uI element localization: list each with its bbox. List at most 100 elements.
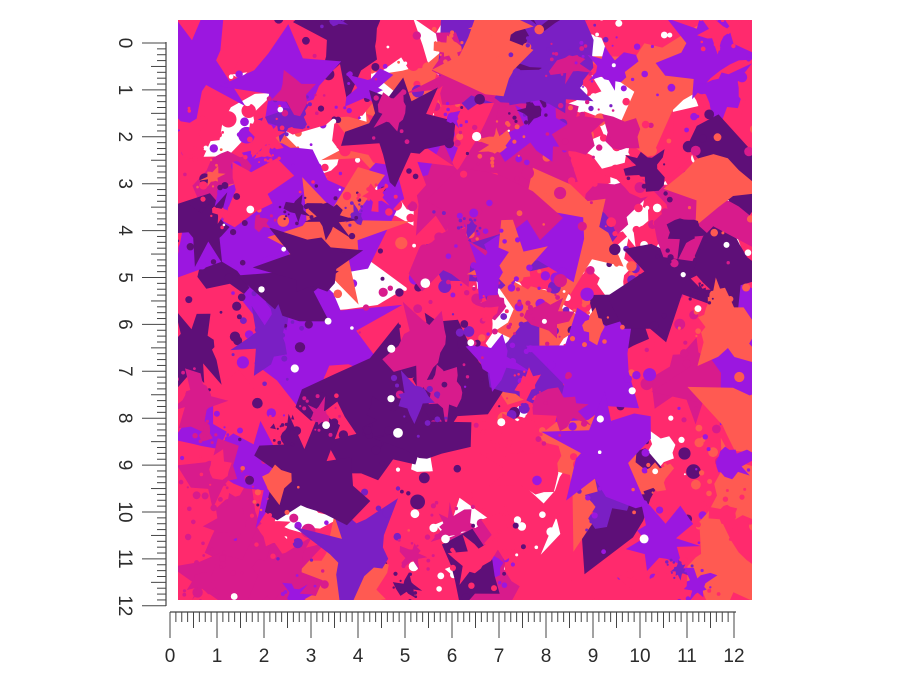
paint-droplet	[695, 424, 703, 432]
paint-droplet	[283, 590, 288, 594]
paint-droplet	[401, 563, 406, 569]
paint-droplet	[589, 0, 597, 8]
paint-droplet	[589, 519, 594, 524]
paint-droplet	[636, 474, 642, 480]
paint-droplet	[596, 144, 603, 151]
pattern-swatch	[102, 0, 757, 600]
paint-droplet	[734, 371, 745, 383]
paint-splat	[247, 535, 323, 600]
paint-droplet	[382, 63, 388, 69]
paint-droplet	[586, 266, 595, 275]
paint-droplet	[668, 415, 674, 421]
paint-droplet	[492, 538, 496, 542]
paint-droplet	[181, 370, 186, 375]
paint-droplet	[320, 24, 324, 29]
horizontal-ruler-label: 3	[306, 646, 317, 667]
white-fleck	[244, 99, 251, 107]
vertical-ruler-label: 2	[114, 132, 135, 143]
paint-droplet	[506, 324, 512, 330]
paint-droplet	[276, 557, 280, 561]
paint-droplet	[341, 20, 345, 22]
paint-droplet	[299, 405, 302, 408]
paint-droplet	[504, 309, 509, 314]
paint-droplet	[192, 491, 201, 500]
vertical-ruler-label: 11	[114, 549, 135, 569]
paint-droplet	[558, 102, 564, 109]
paint-droplet	[339, 144, 351, 157]
paint-droplet	[460, 106, 464, 109]
paint-droplet	[187, 109, 192, 113]
paint-splat	[283, 194, 311, 223]
paint-droplet	[412, 173, 419, 180]
paint-droplet	[667, 83, 676, 92]
paint-droplet	[569, 336, 576, 342]
paint-droplet	[490, 156, 495, 161]
paint-droplet	[690, 112, 698, 121]
white-fleck	[387, 395, 395, 403]
paint-droplet	[276, 427, 279, 430]
paint-splat	[683, 567, 718, 600]
paint-droplet	[465, 13, 472, 20]
paint-droplet	[408, 599, 412, 600]
paint-droplet	[187, 506, 192, 512]
paint-droplet	[346, 107, 352, 114]
paint-droplet	[519, 312, 524, 317]
paint-splat	[282, 582, 313, 600]
paint-droplet	[292, 538, 303, 549]
paint-droplet	[375, 505, 382, 512]
paint-droplet	[641, 467, 648, 474]
paint-splat	[514, 367, 541, 401]
paint-droplet	[309, 143, 313, 147]
paint-droplet	[700, 284, 704, 287]
white-fleck	[246, 205, 255, 214]
paint-splat	[663, 154, 752, 227]
paint-droplet	[178, 479, 184, 485]
paint-droplet	[284, 215, 288, 218]
paint-droplet	[122, 79, 126, 83]
paint-droplet	[539, 511, 546, 518]
paint-splat	[398, 370, 435, 424]
paint-droplet	[102, 483, 111, 492]
paint-droplet	[753, 475, 757, 479]
paint-droplet	[334, 406, 337, 410]
paint-droplet	[641, 448, 650, 457]
paint-droplet	[360, 0, 373, 13]
paint-droplet	[460, 41, 464, 45]
paint-splat	[525, 307, 639, 422]
paint-droplet	[182, 592, 187, 597]
paint-droplet	[593, 23, 597, 27]
paint-droplet	[534, 24, 544, 35]
paint-droplet	[424, 420, 431, 426]
paint-droplet	[471, 523, 475, 528]
paint-droplet	[266, 408, 276, 418]
paint-droplet	[542, 103, 547, 108]
paint-droplet	[431, 554, 435, 558]
paint-droplet	[523, 370, 526, 373]
paint-splat	[392, 572, 423, 598]
paint-droplet	[236, 356, 249, 369]
white-fleck	[639, 534, 649, 544]
paint-droplet	[278, 104, 281, 108]
paint-droplet	[374, 77, 378, 81]
paint-droplet	[498, 508, 505, 514]
paint-droplet	[171, 331, 174, 334]
paint-droplet	[577, 0, 583, 5]
vertical-ruler-label: 12	[114, 595, 135, 616]
paint-droplet	[688, 297, 692, 301]
paint-droplet	[622, 97, 630, 106]
paint-droplet	[243, 155, 248, 160]
paint-droplet	[321, 163, 329, 172]
paint-droplet	[220, 111, 237, 128]
paint-droplet	[430, 513, 434, 517]
paint-droplet	[266, 497, 269, 500]
paint-droplet	[294, 342, 306, 353]
paint-droplet	[683, 340, 688, 345]
paint-droplet	[187, 106, 191, 110]
paint-droplet	[378, 70, 384, 76]
paint-droplet	[507, 439, 513, 446]
paint-droplet	[663, 191, 668, 196]
paint-droplet	[505, 509, 508, 512]
paint-droplet	[514, 124, 520, 130]
paint-droplet	[270, 145, 274, 149]
